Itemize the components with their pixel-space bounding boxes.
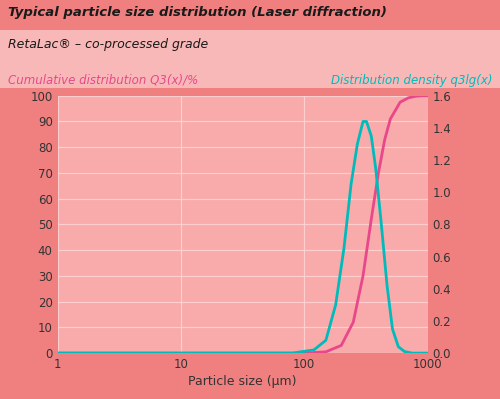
Text: RetaLac® – co-processed grade: RetaLac® – co-processed grade — [8, 38, 208, 51]
Text: Typical particle size distribution (Laser diffraction): Typical particle size distribution (Lase… — [8, 6, 386, 19]
Text: Distribution density q3lg(x): Distribution density q3lg(x) — [331, 74, 492, 87]
Text: Cumulative distribution Q3(x)/%: Cumulative distribution Q3(x)/% — [8, 74, 198, 87]
X-axis label: Particle size (µm): Particle size (µm) — [188, 375, 297, 388]
